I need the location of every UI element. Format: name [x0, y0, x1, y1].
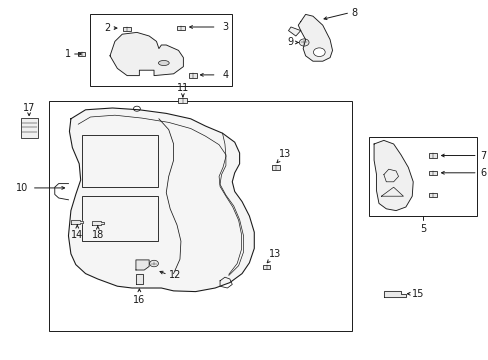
Text: 2: 2	[103, 23, 110, 33]
Polygon shape	[383, 291, 405, 297]
Text: 6: 6	[480, 168, 486, 178]
Bar	[82, 196, 158, 241]
Polygon shape	[136, 260, 149, 270]
Text: 10: 10	[16, 183, 28, 193]
Ellipse shape	[158, 60, 169, 66]
Polygon shape	[68, 108, 254, 292]
Bar	[428, 171, 436, 175]
Text: 11: 11	[176, 83, 189, 93]
Text: 13: 13	[268, 249, 281, 259]
Text: 15: 15	[411, 289, 423, 299]
Text: 18: 18	[91, 230, 104, 240]
Bar	[20, 118, 38, 138]
Bar	[189, 73, 196, 78]
Circle shape	[313, 48, 325, 57]
Text: 13: 13	[278, 149, 290, 159]
Text: 14: 14	[71, 230, 83, 240]
Text: 3: 3	[222, 22, 228, 32]
Bar	[177, 26, 184, 30]
Text: 16: 16	[133, 295, 145, 305]
Polygon shape	[71, 220, 83, 224]
Bar	[262, 265, 270, 269]
Circle shape	[149, 260, 158, 267]
Bar	[123, 27, 130, 31]
Bar	[178, 98, 187, 103]
Text: 7: 7	[480, 150, 486, 161]
Text: 17: 17	[23, 103, 35, 113]
Text: 8: 8	[350, 8, 357, 18]
Bar	[428, 193, 436, 197]
Bar	[49, 101, 351, 331]
Text: 1: 1	[64, 49, 71, 59]
Polygon shape	[92, 221, 103, 225]
Text: 5: 5	[419, 224, 425, 234]
Bar	[82, 135, 158, 187]
Bar	[90, 14, 232, 86]
Polygon shape	[298, 14, 332, 61]
Circle shape	[133, 106, 140, 111]
Circle shape	[299, 39, 308, 46]
Polygon shape	[373, 140, 412, 211]
Polygon shape	[288, 27, 300, 36]
Polygon shape	[136, 274, 142, 284]
Text: 12: 12	[168, 270, 181, 280]
Bar	[368, 137, 476, 216]
Polygon shape	[110, 32, 183, 76]
Bar	[272, 165, 280, 170]
Text: 9: 9	[286, 37, 293, 48]
Bar	[78, 52, 85, 56]
Bar	[428, 153, 436, 158]
Text: 4: 4	[222, 70, 228, 80]
